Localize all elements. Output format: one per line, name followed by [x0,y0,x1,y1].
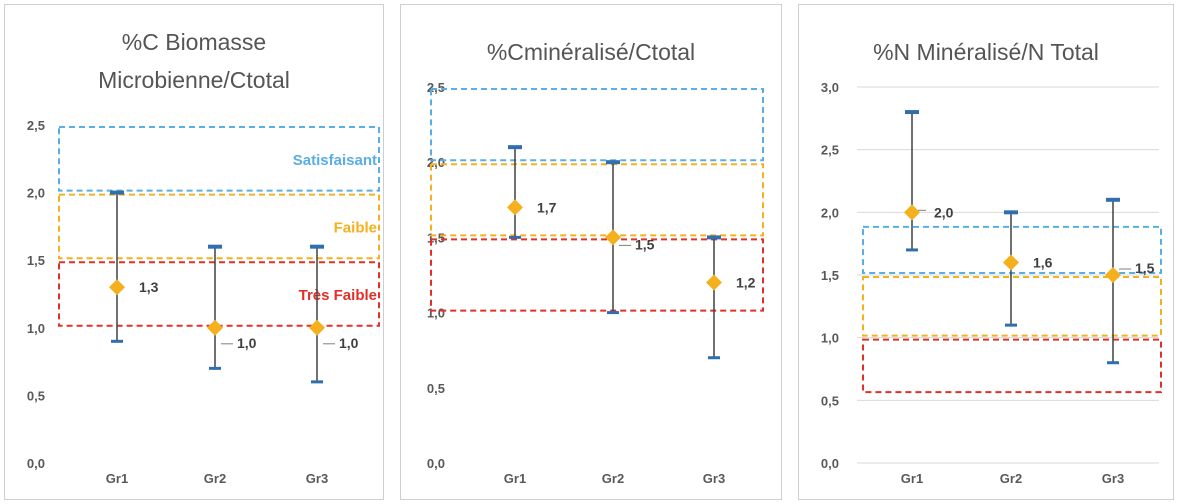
y-tick-label: 1,5 [821,268,839,283]
y-tick-label: 2,5 [821,143,839,158]
x-tick-label: Gr2 [204,471,226,486]
data-label: 1,3 [139,279,159,295]
y-tick-label: 1,0 [27,321,45,336]
y-tick-label: 2,0 [427,155,445,170]
y-tick-label: 0,0 [27,456,45,471]
data-point-marker [1003,254,1019,271]
data-point-marker [904,204,920,221]
zone-rect [862,276,1162,337]
zone-rect [58,126,380,192]
data-point-marker [507,199,523,216]
zone-label: Satisfaisant [293,152,377,169]
y-tick-label: 1,5 [427,230,445,245]
x-tick-label: Gr1 [901,471,923,486]
chart-title-2-line-1: %Cminéralisé/Ctotal [486,39,696,65]
zone-rect [58,193,380,260]
data-label: 1,7 [537,199,557,215]
x-tick-label: Gr1 [504,471,526,486]
zone-rect [430,88,764,162]
chart-plot-3: 0,0 0,5 1,0 1,5 2,0 2,5 3,0 Gr1 Gr2 Gr3 2,0 1,6 1,5 [821,80,1162,486]
y-tick-label: 2,5 [27,118,45,133]
chart-panel-2: %Cminéralisé/Ctotal 0,0 0,5 1,0 1,5 2,0 2,5 Gr… [400,4,782,500]
x-tick-label: Gr1 [106,471,128,486]
zone-rect [862,225,1162,275]
data-label: 1,5 [635,236,655,252]
x-tick-label: Gr2 [602,471,624,486]
y-tick-label: 1,0 [821,331,839,346]
data-point-marker [706,274,722,291]
data-point-marker [605,229,621,246]
zone-label: Très Faible [299,287,377,304]
data-label: 1,6 [1033,254,1053,270]
zone-rect [430,163,764,237]
chart-plot-1: 0,0 0,5 1,0 1,5 2,0 2,5 Satisfaisant Faible Très… [27,118,380,486]
data-label: 2,0 [934,204,954,220]
data-point-marker [109,279,125,296]
data-label: 1,2 [736,275,756,291]
data-point-marker [1105,267,1121,283]
y-tick-label: 0,0 [427,456,445,471]
y-tick-label: 0,5 [27,388,45,403]
y-tick-label: 1,5 [27,253,45,268]
y-tick-label: 0,5 [821,393,839,408]
zone-rect [430,238,764,312]
data-label: 1,0 [339,335,359,351]
y-tick-label: 0,5 [427,381,445,396]
chart-title-1-line-2: Microbienne/Ctotal [98,67,290,93]
y-tick-label: 0,0 [821,456,839,471]
data-label: 1,5 [1135,260,1155,276]
chart-panel-3: %N Minéralisé/N Total 0,0 0,5 1,0 1,5 2,0 2,5… [798,4,1174,500]
chart-title-2: %Cminéralisé/Ctotal [401,33,781,71]
y-tick-label: 2,0 [27,186,45,201]
data-label: 1,0 [237,335,257,351]
chart-title-3-line-1: %N Minéralisé/N Total [873,39,1099,65]
zone-label: Faible [334,219,377,236]
chart-panel-1: %C Biomasse Microbienne/Ctotal 0,0 0,5 1,0… [4,4,384,500]
x-tick-label: Gr3 [1102,471,1124,486]
chart-title-1-line-1: %C Biomasse [121,29,267,55]
zone-rect [862,338,1162,394]
chart-title-3: %N Minéralisé/N Total [799,33,1173,71]
x-tick-label: Gr2 [1000,471,1022,486]
y-tick-label: 2,5 [427,80,445,95]
y-tick-label: 1,0 [427,306,445,321]
x-tick-label: Gr3 [306,471,328,486]
y-tick-label: 3,0 [821,80,839,95]
x-tick-label: Gr3 [703,471,725,486]
data-point-marker [309,319,325,336]
y-tick-label: 2,0 [821,205,839,220]
chart-title-1: %C Biomasse Microbienne/Ctotal [5,23,383,99]
data-point-marker [207,319,223,336]
chart-plot-2: 0,0 0,5 1,0 1,5 2,0 2,5 Gr1 Gr2 Gr3 1,7 1,5 1,2 [427,80,764,486]
